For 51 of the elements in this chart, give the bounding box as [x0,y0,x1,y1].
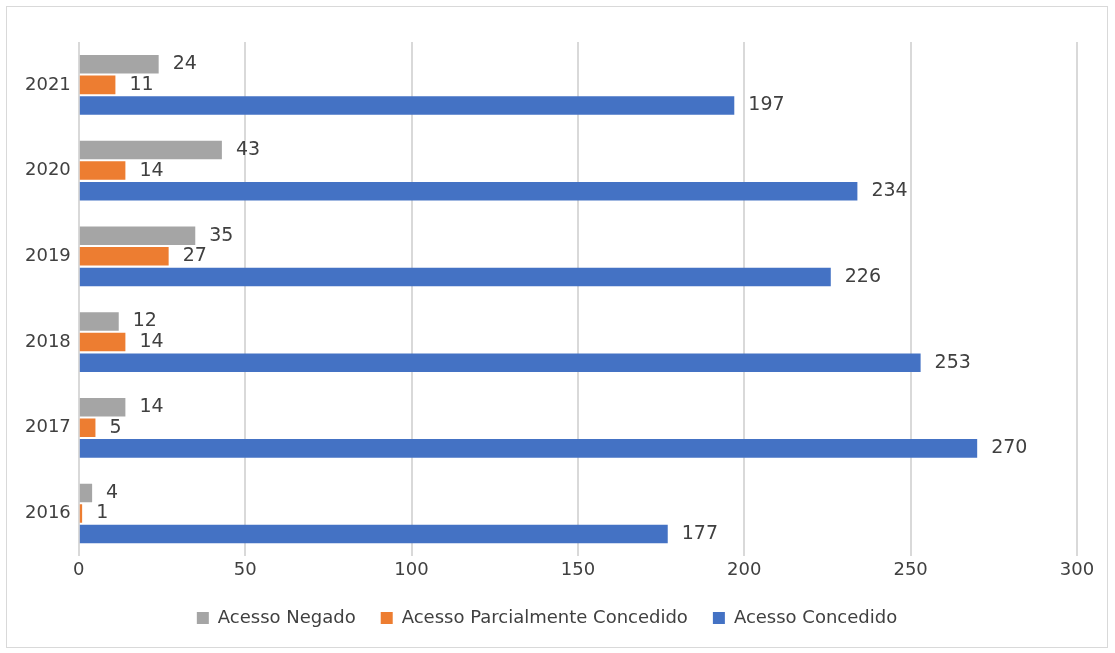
x-tick-label: 0 [73,557,85,579]
data-label: 4 [106,479,119,502]
x-tick-label: 200 [727,557,762,579]
legend-label: Acesso Parcialmente Concedido [401,605,688,627]
bar [79,267,831,287]
bar [79,226,196,246]
data-label: 177 [681,521,719,544]
x-tick-label: 300 [1059,557,1095,579]
data-label: 253 [934,349,971,372]
bar [79,55,159,74]
bar [79,397,126,417]
y-tick-label: 2019 [25,244,71,266]
data-label: 234 [871,178,908,201]
bar [79,353,921,372]
data-label: 12 [132,308,157,331]
data-label: 24 [172,51,197,74]
bar [79,332,126,352]
bar [79,483,93,503]
data-label: 270 [991,435,1028,458]
data-label: 14 [139,394,164,417]
x-tick-label: 100 [394,557,429,579]
x-tick-label: 250 [893,557,928,579]
y-tick-label: 2017 [25,415,71,437]
bar [79,161,126,180]
data-label: 1 [96,500,109,523]
data-label: 5 [109,414,122,437]
data-label: 226 [844,263,882,286]
data-label: 14 [139,329,164,351]
data-label: 27 [182,243,207,266]
bar [79,181,858,201]
bar [79,312,119,331]
y-tick-label: 2020 [25,158,71,180]
bar [79,439,978,458]
y-tick-label: 2018 [25,329,71,351]
data-label: 197 [748,92,785,115]
x-tick-label: 50 [233,557,257,579]
data-label: 43 [235,136,261,159]
y-tick-label: 2016 [25,501,71,523]
bar [79,140,222,160]
data-label: 11 [129,71,154,94]
legend-label: Acesso Negado [217,605,356,627]
y-tick-label: 2021 [25,72,71,94]
x-tick-label: 150 [560,557,596,579]
bar [79,418,96,438]
bar [79,96,735,115]
bar [79,524,668,544]
bar [79,75,116,95]
bar [79,247,169,266]
data-label: 35 [209,222,234,245]
legend-label: Acesso Concedido [733,605,898,627]
data-label: 14 [139,157,164,180]
